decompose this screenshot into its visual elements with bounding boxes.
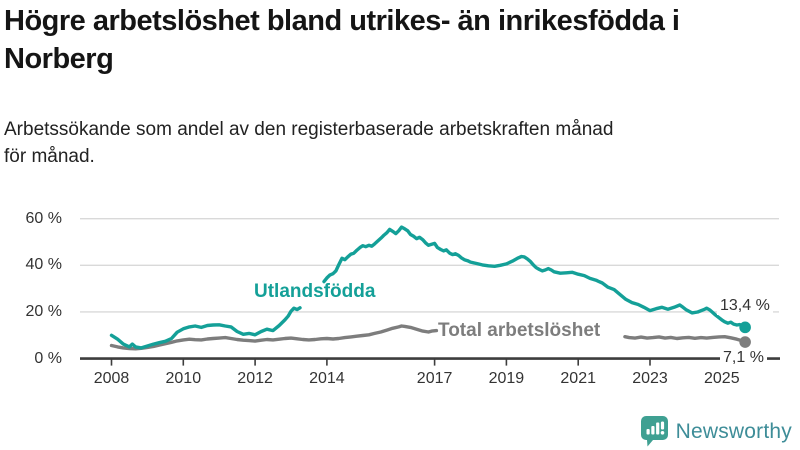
- end-value-label-total: 7,1 %: [720, 349, 767, 367]
- x-axis-label: 2008: [93, 370, 130, 387]
- title-line-2: Norberg: [4, 43, 114, 75]
- bar-chart-speech-bubble-icon: [640, 416, 668, 447]
- newsworthy-wordmark: Newsworthy: [675, 419, 792, 443]
- x-axis-label: 2023: [632, 370, 668, 387]
- y-axis-label: 0 %: [34, 349, 62, 367]
- subtitle-line-1: Arbetssökande som andel av den registerb…: [4, 119, 614, 140]
- series-label-total: Total arbetslöshet: [438, 320, 601, 341]
- subtitle-line-2: för månad.: [4, 146, 95, 167]
- chart-subtitle: Arbetssökande som andel av den registerb…: [4, 116, 798, 170]
- x-axis-label: 2012: [237, 370, 273, 387]
- end-value-label-utlandsfodda: 13,4 %: [717, 297, 773, 315]
- series-line-total: [109, 324, 439, 351]
- y-axis-label: 20 %: [25, 302, 62, 320]
- x-axis-label: 2021: [560, 370, 596, 387]
- end-dot-total: [739, 336, 751, 348]
- y-axis-label: 60 %: [25, 209, 62, 227]
- series-line-utlandsfodda: [109, 306, 302, 350]
- series-line-total: [623, 335, 747, 344]
- x-axis-label: 2014: [309, 370, 345, 387]
- x-axis-label: 2010: [165, 370, 202, 387]
- title-line-1: Högre arbetslöshet bland utrikes- än inr…: [4, 5, 680, 37]
- page-title: Högre arbetslöshet bland utrikes- än inr…: [4, 2, 798, 78]
- y-axis-label: 40 %: [25, 256, 62, 274]
- x-axis-label: 2025: [704, 370, 740, 387]
- newsworthy-logo[interactable]: Newsworthy: [640, 416, 792, 447]
- x-axis-label: 2017: [416, 370, 453, 387]
- chart-plot-area: [80, 218, 780, 366]
- end-dot-utlandsfodda: [739, 321, 751, 334]
- series-label-utlandsfodda: Utlandsfödda: [254, 281, 376, 302]
- x-axis-label: 2019: [488, 370, 525, 387]
- series-line-utlandsfodda: [322, 225, 747, 330]
